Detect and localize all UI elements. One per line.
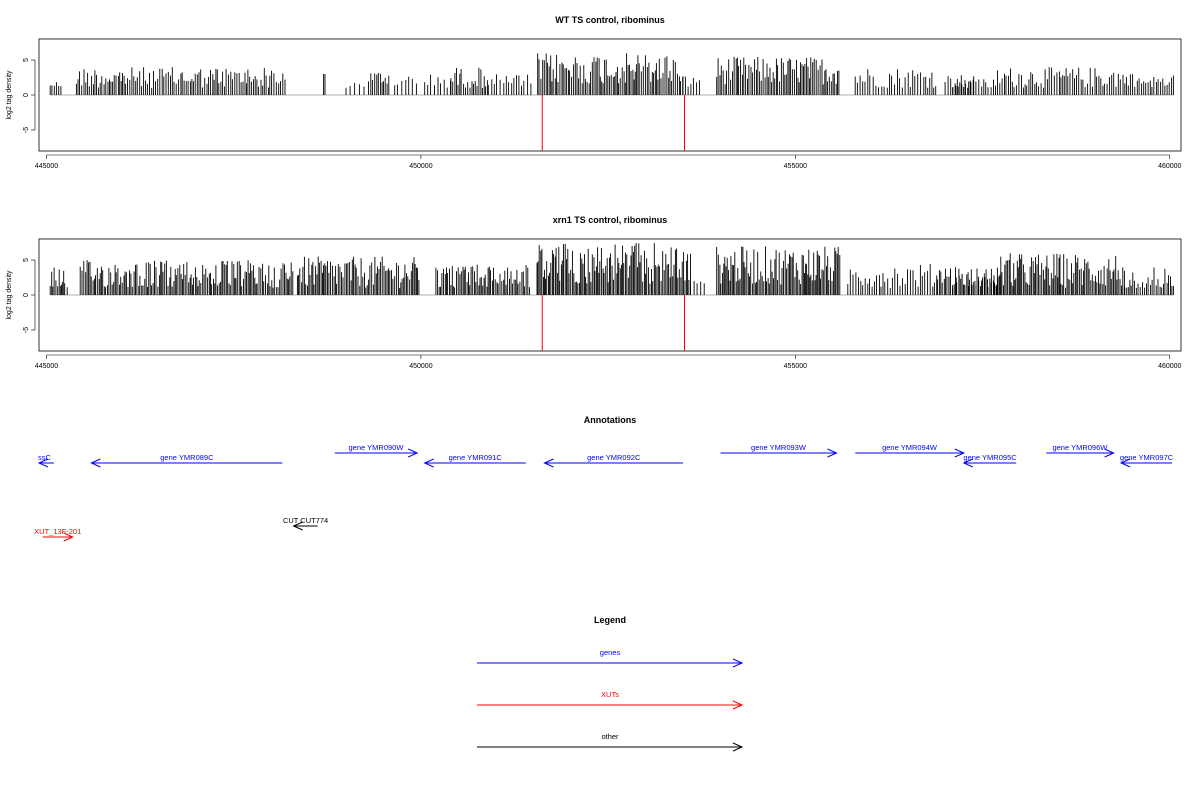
feature-arrow-gene-ymr096w — [1046, 448, 1115, 458]
wt-x-tick-label: 450000 — [409, 163, 432, 170]
feature-label: gene YMR096W — [1052, 443, 1108, 452]
xrn1-y-axis-label: log2 tag density — [6, 270, 13, 320]
wt-y-axis-label: log2 tag density — [6, 70, 13, 120]
feature-arrow-cut-cut774 — [292, 521, 318, 531]
xrn1-x-tick-label: 455000 — [784, 363, 807, 370]
feature-arrow-gene-ymr094w — [855, 448, 966, 458]
feature-arrow-gene-ymr093w — [720, 448, 838, 458]
feature-arrow-gene-ymr089c — [90, 458, 283, 468]
xrn1-plot-frame — [38, 238, 1182, 352]
wt-x-tick-label: 445000 — [35, 163, 58, 170]
feature-label: gene YMR090W — [349, 443, 405, 452]
feature-arrow-ssc — [37, 458, 54, 468]
feature-arrow-gene-ymr097c — [1119, 458, 1172, 468]
legend-arrow-other — [477, 742, 744, 752]
legend: Legend genes XUTs other — [477, 615, 744, 752]
annotations-title: Annotations — [584, 415, 637, 425]
xrn1-axis-ticks: 445000 450000 455000 460000 -5 0 5 — [23, 258, 1182, 370]
legend-label-other: other — [601, 732, 619, 741]
feature-label: gene YMR094W — [882, 443, 938, 452]
legend-label-xut: XUTs — [601, 690, 619, 699]
legend-items: genes XUTs other — [477, 648, 744, 752]
wt-y-tick-label: 0 — [23, 93, 30, 97]
feature-arrows: ssC gene YMR089C gene YMR090W gene YMR091C g… — [34, 443, 1174, 542]
feature-label: CUT CUT774 — [283, 516, 328, 525]
xrn1-x-tick-label: 450000 — [409, 363, 432, 370]
feature-arrow-gene-ymr090w — [334, 448, 419, 458]
wt-panel: WT TS control, ribominus 445000 450000 455… — [6, 15, 1182, 170]
legend-title: Legend — [594, 615, 626, 625]
wt-axis-ticks: 445000 450000 455000 460000 -5 0 5 — [23, 58, 1182, 170]
wt-x-tick-label: 460000 — [1158, 163, 1181, 170]
xrn1-panel: xrn1 TS control, ribominus 445000 450000 4… — [6, 215, 1182, 370]
legend-arrow-gene — [477, 658, 744, 668]
legend-label-gene: genes — [600, 648, 621, 657]
xrn1-panel-title: xrn1 TS control, ribominus — [553, 215, 668, 225]
wt-x-tick-label: 455000 — [784, 163, 807, 170]
feature-arrow-gene-ymr091c — [423, 458, 526, 468]
feature-label: gene YMR093W — [751, 443, 807, 452]
xrn1-y-tick-label: -5 — [23, 327, 30, 333]
feature-label: XUT_13F-201 — [34, 527, 81, 536]
wt-y-tick-label: -5 — [23, 127, 30, 133]
feature-arrow-gene-ymr092c — [543, 458, 684, 468]
feature-label: gene YMR092C — [587, 453, 641, 462]
xrn1-x-tick-label: 460000 — [1158, 363, 1181, 370]
xrn1-x-tick-label: 445000 — [35, 363, 58, 370]
feature-label: gene YMR097C — [1120, 453, 1174, 462]
wt-y-tick-label: 5 — [23, 58, 30, 62]
xrn1-y-tick-label: 0 — [23, 293, 30, 297]
wt-plot-frame — [38, 38, 1182, 152]
wt-coverage-bars — [49, 53, 1174, 151]
feature-arrow-gene-ymr095c — [962, 458, 1017, 468]
xrn1-y-tick-label: 5 — [23, 258, 30, 262]
feature-label: gene YMR095C — [963, 453, 1017, 462]
annotations-track: Annotations ssC gene YMR089C gene YMR090W g… — [34, 415, 1174, 542]
wt-panel-title: WT TS control, ribominus — [555, 15, 665, 25]
feature-label: gene YMR091C — [449, 453, 503, 462]
feature-label: gene YMR089C — [160, 453, 214, 462]
feature-arrow-xut-13f-201 — [42, 532, 74, 542]
legend-arrow-xut — [477, 700, 744, 710]
xrn1-coverage-bars — [49, 243, 1174, 351]
feature-label: ssC — [38, 453, 52, 462]
